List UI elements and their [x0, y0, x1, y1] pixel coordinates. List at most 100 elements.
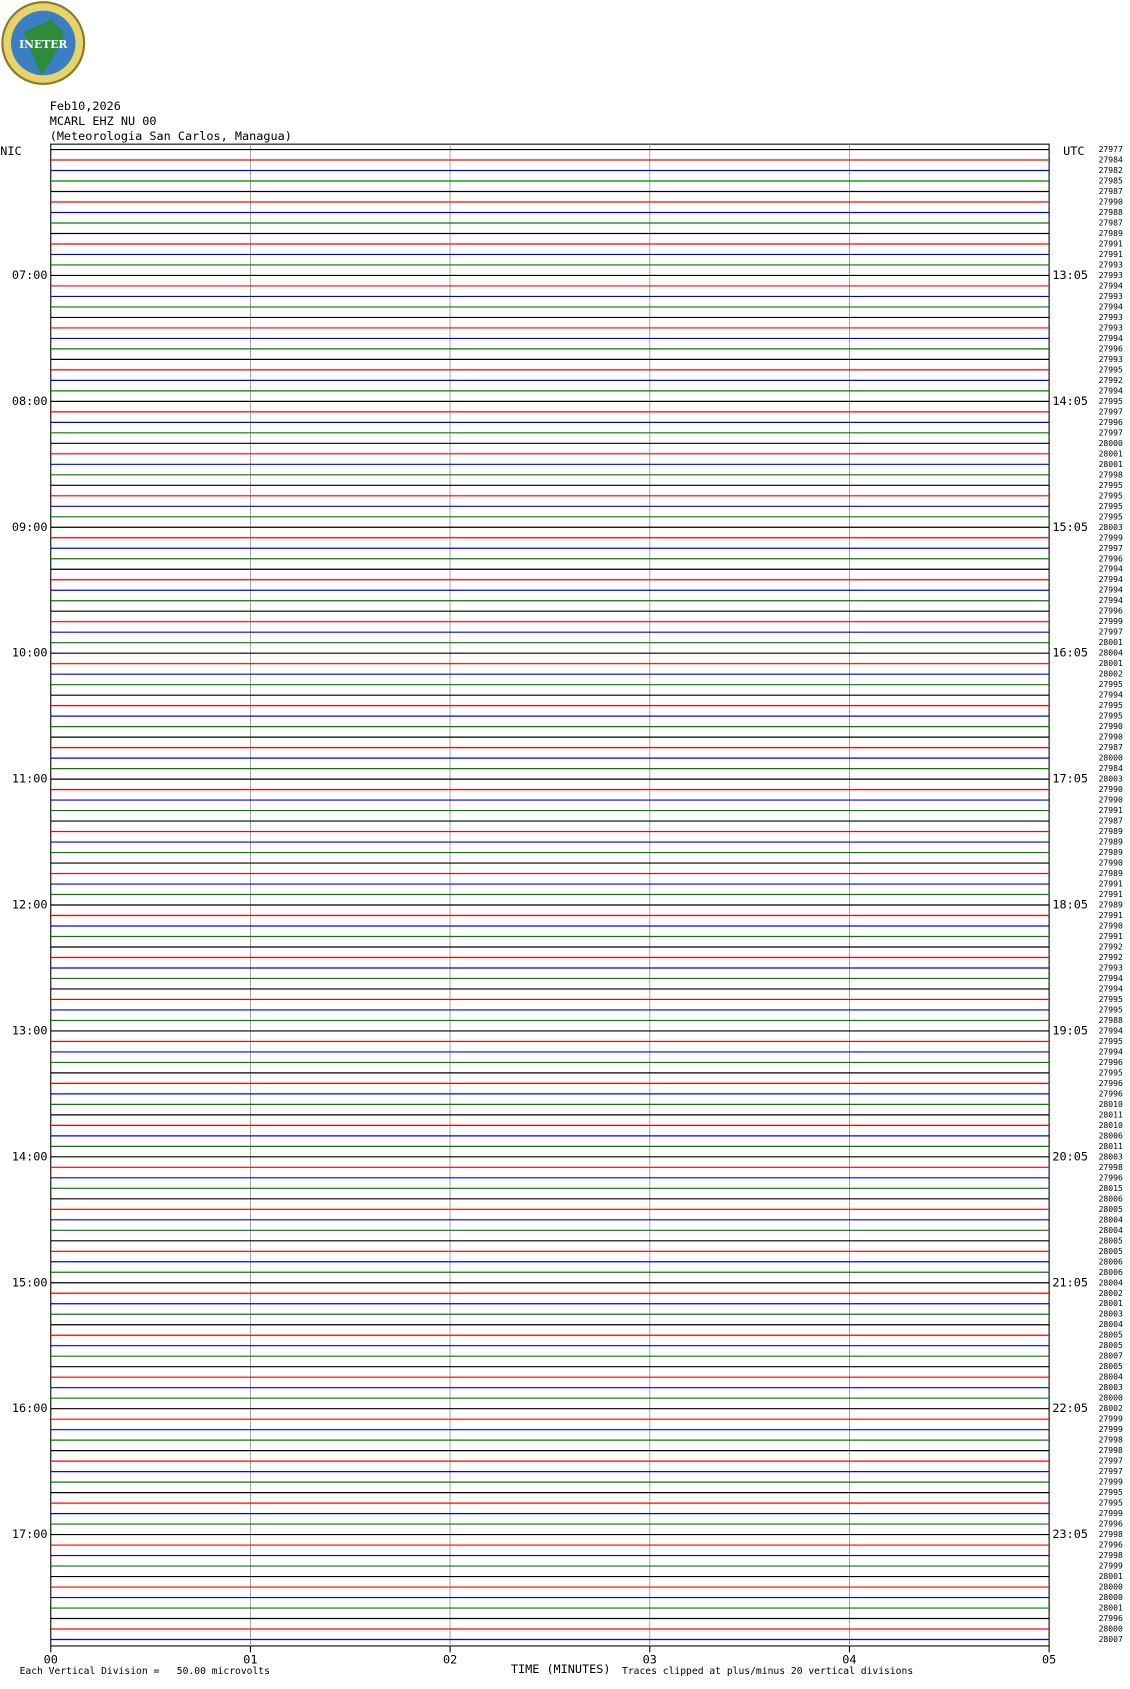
trace-count: 27993 [1099, 313, 1123, 322]
trace-count: 28001 [1099, 1604, 1123, 1613]
left-time-label: 11:00 [12, 772, 48, 786]
trace-count: 27995 [1099, 701, 1123, 710]
trace-count: 27994 [1099, 281, 1123, 290]
trace-count: 27998 [1099, 1163, 1123, 1172]
right-time-label: 23:05 [1052, 1527, 1088, 1541]
trace-count: 27999 [1099, 1478, 1123, 1487]
trace-count: 27994 [1099, 596, 1123, 605]
trace-count: 28000 [1099, 1583, 1123, 1592]
trace-count: 28000 [1099, 1625, 1123, 1634]
trace-count: 27989 [1099, 229, 1123, 238]
trace-count: 27998 [1099, 470, 1123, 479]
trace-count: 27993 [1099, 323, 1123, 332]
trace-count: 27991 [1099, 250, 1123, 259]
trace-count: 27990 [1099, 722, 1123, 731]
left-time-label: 12:00 [12, 898, 48, 912]
trace-count: 27998 [1099, 1530, 1123, 1539]
trace-count: 27996 [1099, 1089, 1123, 1098]
left-time-label: 10:00 [12, 646, 48, 660]
trace-count: 27992 [1099, 953, 1123, 962]
left-time-label: 08:00 [12, 394, 48, 408]
trace-count: 27998 [1099, 1551, 1123, 1560]
left-time-label: 15:00 [12, 1275, 48, 1289]
trace-count: 27998 [1099, 1446, 1123, 1455]
trace-count: 27994 [1099, 984, 1123, 993]
trace-count: 27991 [1099, 932, 1123, 941]
trace-count: 28004 [1099, 1320, 1123, 1329]
trace-count: 27999 [1099, 1425, 1123, 1434]
trace-count: 27991 [1099, 911, 1123, 920]
trace-count: 28005 [1099, 1236, 1123, 1245]
trace-count: 27995 [1099, 512, 1123, 521]
trace-count: 28005 [1099, 1205, 1123, 1214]
trace-count: 27991 [1099, 890, 1123, 899]
trace-count: 28004 [1099, 1215, 1123, 1224]
x-tick-label: 02 [443, 1652, 457, 1666]
trace-count: 27994 [1099, 386, 1123, 395]
trace-count: 27997 [1099, 1457, 1123, 1466]
trace-count: 28002 [1099, 1404, 1123, 1413]
trace-count: 27994 [1099, 1047, 1123, 1056]
date: Feb10,2026 [50, 99, 121, 113]
trace-count: 27987 [1099, 743, 1123, 752]
trace-count: 28015 [1099, 1184, 1123, 1193]
trace-count: 28001 [1099, 1572, 1123, 1581]
trace-count: 27990 [1099, 785, 1123, 794]
trace-count: 28004 [1099, 1278, 1123, 1287]
trace-count: 28004 [1099, 1226, 1123, 1235]
trace-count: 28001 [1099, 460, 1123, 469]
x-axis-title: TIME (MINUTES) [511, 1662, 611, 1676]
trace-count: 27993 [1099, 271, 1123, 280]
trace-count: 27994 [1099, 586, 1123, 595]
trace-count: 28000 [1099, 1394, 1123, 1403]
x-tick-label: 03 [643, 1652, 657, 1666]
right-time-label: 21:05 [1052, 1275, 1088, 1289]
trace-count: 27994 [1099, 334, 1123, 343]
trace-count: 27995 [1099, 1068, 1123, 1077]
trace-count: 27995 [1099, 365, 1123, 374]
trace-count: 27999 [1099, 1509, 1123, 1518]
trace-count: 27990 [1099, 922, 1123, 931]
trace-count: 28001 [1099, 638, 1123, 647]
x-tick-label: 05 [1042, 1652, 1056, 1666]
trace-count: 27993 [1099, 355, 1123, 364]
left-time-label: 16:00 [12, 1401, 48, 1415]
scale-note: Each Vertical Division = 50.00 microvolt… [20, 1666, 270, 1677]
trace-count: 27996 [1099, 1058, 1123, 1067]
left-time-label: 09:00 [12, 520, 48, 534]
trace-count: 27984 [1099, 764, 1123, 773]
right-time-label: 20:05 [1052, 1149, 1088, 1163]
trace-count: 27995 [1099, 995, 1123, 1004]
trace-count: 27990 [1099, 197, 1123, 206]
trace-count: 27989 [1099, 901, 1123, 910]
trace-count: 28003 [1099, 1383, 1123, 1392]
trace-count: 27997 [1099, 1467, 1123, 1476]
trace-count: 27995 [1099, 502, 1123, 511]
trace-count: 28005 [1099, 1331, 1123, 1340]
right-time-label: 15:05 [1052, 520, 1088, 534]
trace-count: 27999 [1099, 1415, 1123, 1424]
trace-count: 28011 [1099, 1142, 1123, 1151]
location: (Meteorologia San Carlos, Managua) [50, 129, 292, 143]
trace-count: 28003 [1099, 1310, 1123, 1319]
trace-count: 28000 [1099, 1593, 1123, 1602]
trace-count: 28001 [1099, 1299, 1123, 1308]
trace-count: 27989 [1099, 838, 1123, 847]
trace-count: 28002 [1099, 670, 1123, 679]
trace-count: 27995 [1099, 481, 1123, 490]
trace-count: 27995 [1099, 1488, 1123, 1497]
trace-count: 28005 [1099, 1362, 1123, 1371]
trace-count: 27992 [1099, 942, 1123, 951]
trace-count: 27999 [1099, 533, 1123, 542]
trace-count: 27995 [1099, 1499, 1123, 1508]
trace-count: 28001 [1099, 659, 1123, 668]
trace-count: 27993 [1099, 292, 1123, 301]
trace-count: 27988 [1099, 1016, 1123, 1025]
trace-count: 27996 [1099, 344, 1123, 353]
right-time-label: 16:05 [1052, 646, 1088, 660]
trace-count: 28004 [1099, 649, 1123, 658]
trace-count: 28006 [1099, 1257, 1123, 1266]
trace-count: 27997 [1099, 544, 1123, 553]
trace-count: 27994 [1099, 974, 1123, 983]
